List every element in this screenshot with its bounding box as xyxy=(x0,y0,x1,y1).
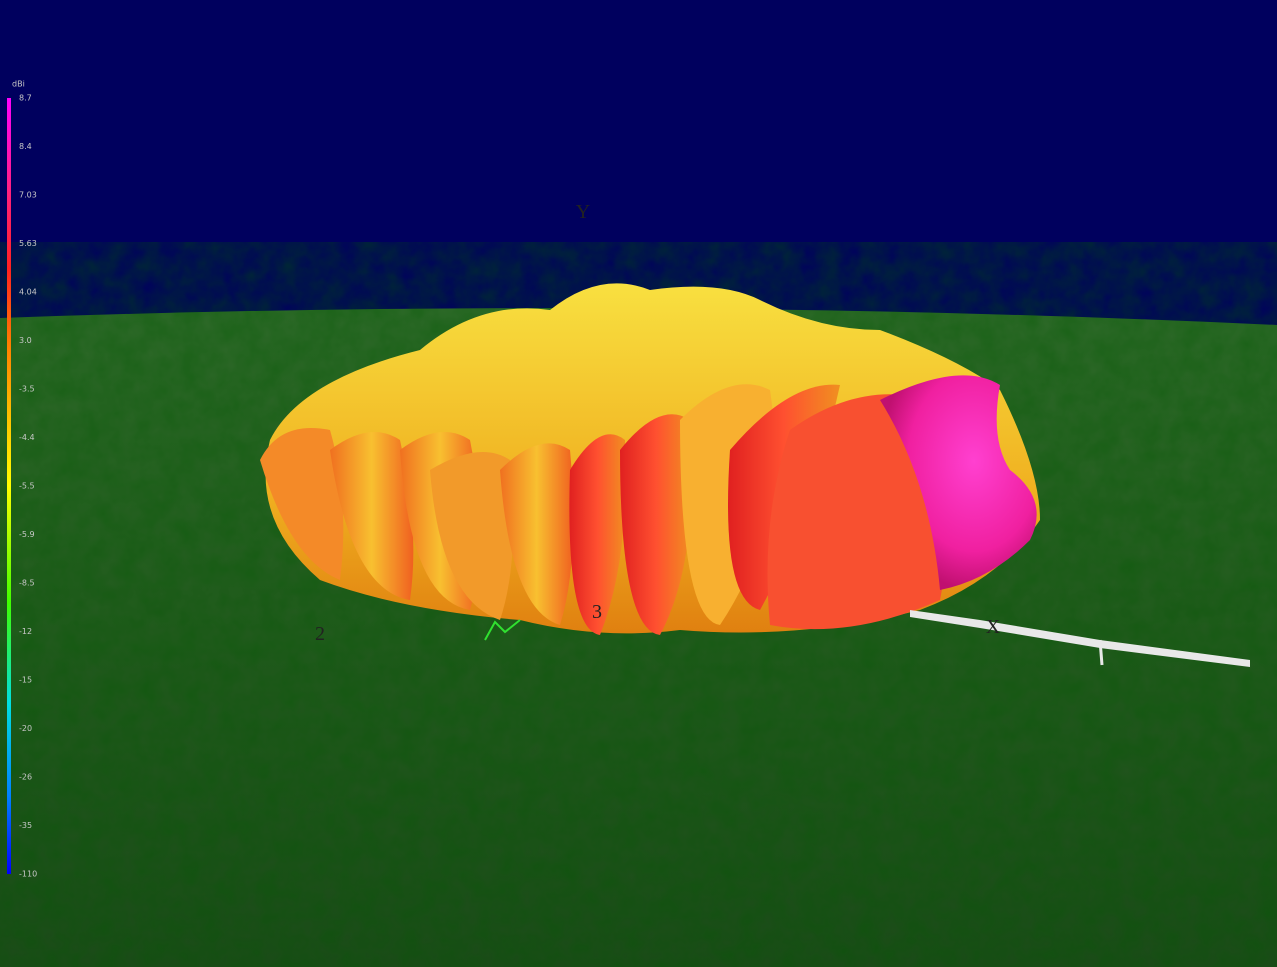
color-bar xyxy=(7,98,11,874)
color-bar-label: 8.7 xyxy=(19,94,32,103)
color-bar-label: -20 xyxy=(19,724,32,733)
axis-mark: 2 xyxy=(315,623,325,645)
color-bar-label: 3.0 xyxy=(19,336,32,345)
color-bar-label: -4.4 xyxy=(19,433,35,442)
y-axis-label: Y xyxy=(576,201,590,223)
color-bar-label: -15 xyxy=(19,676,32,685)
origin-marker xyxy=(484,619,521,641)
color-bar-unit: dBi xyxy=(12,80,25,89)
color-bar-labels: 8.7 8.4 7.03 5.63 4.04 3.0 -3.5 -4.4 -5.5 -5.9 -8.… xyxy=(19,94,37,879)
color-bar-label: -35 xyxy=(19,821,32,830)
x-axis-label: X xyxy=(986,616,1001,638)
color-bar-label: -110 xyxy=(19,870,37,879)
color-bar-label: -3.5 xyxy=(19,385,35,394)
color-bar-label: -8.5 xyxy=(19,579,35,588)
color-bar-label: 8.4 xyxy=(19,142,32,151)
color-bar-label: 7.03 xyxy=(19,191,37,200)
color-bar-label: -12 xyxy=(19,627,32,636)
axis-mark: 3 xyxy=(592,601,602,623)
radiation-pattern xyxy=(260,283,1040,635)
color-bar-label: -5.9 xyxy=(19,530,35,539)
color-bar-label: -5.5 xyxy=(19,482,35,491)
color-bar-label: 5.63 xyxy=(19,239,37,248)
axis-tick xyxy=(1098,639,1104,666)
x-axis-bar xyxy=(910,610,1250,667)
color-bar-label: -26 xyxy=(19,773,32,782)
color-bar-label: 4.04 xyxy=(19,288,37,297)
